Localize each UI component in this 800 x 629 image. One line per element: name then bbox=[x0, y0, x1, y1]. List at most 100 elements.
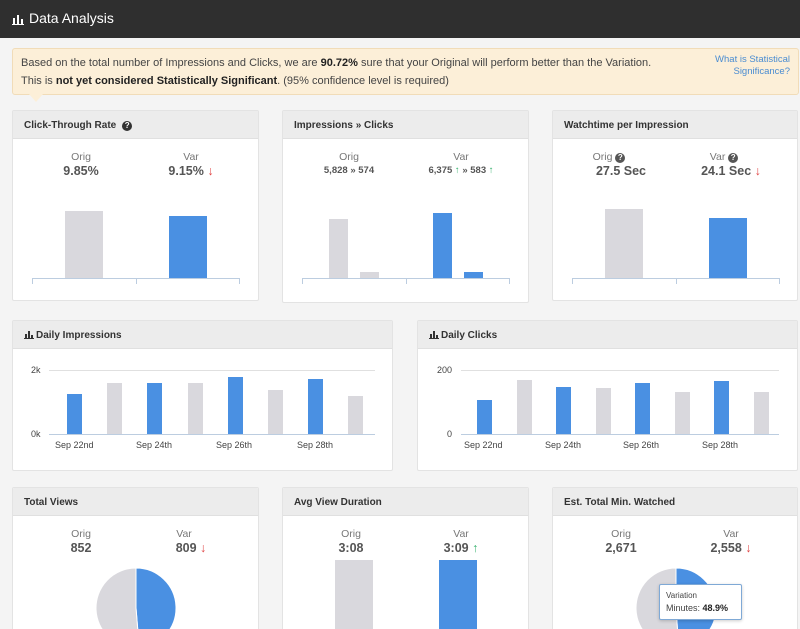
orig-bar bbox=[335, 560, 373, 629]
gridline bbox=[49, 370, 375, 371]
card-title: Total Views bbox=[24, 497, 79, 508]
daily-bar bbox=[227, 377, 243, 434]
bar-chart-icon bbox=[24, 331, 34, 339]
var-impressions-bar bbox=[433, 213, 452, 278]
arrow-down-icon: ↓ bbox=[200, 541, 207, 555]
daily-bar bbox=[516, 380, 532, 434]
alert-text: . (95% confidence level is required) bbox=[277, 75, 449, 87]
alert-pointer bbox=[29, 94, 43, 102]
orig-value: 27.5 Sec bbox=[595, 164, 647, 178]
orig-label: Orig bbox=[611, 528, 631, 540]
y-tick-label: 0 bbox=[447, 429, 453, 439]
card-header: Daily Clicks bbox=[418, 321, 797, 349]
var-impressions-clicks: 6,375 ↑ » 583 ↑ bbox=[406, 165, 516, 176]
x-tick-label: Sep 28th bbox=[297, 440, 334, 450]
var-value: 9.15% ↓ bbox=[136, 164, 246, 178]
tooltip-percent: 48.9% bbox=[702, 603, 729, 613]
daily-bar bbox=[595, 388, 611, 434]
daily-bar bbox=[477, 400, 492, 434]
total-views-pie bbox=[96, 568, 176, 629]
daily-impressions-card: Daily Impressions 2k 0k Sep 22nd Sep 24t… bbox=[12, 320, 393, 471]
var-label-text: Var bbox=[709, 151, 726, 163]
var-label: Var bbox=[723, 528, 739, 540]
var-value: 2,558 ↓ bbox=[676, 541, 786, 555]
daily-bar bbox=[753, 392, 769, 434]
axis-tick bbox=[32, 278, 33, 284]
avg-view-duration-card: Avg View Duration Orig 3:08 Var 3:09 ↑ bbox=[282, 487, 529, 629]
var-value-text: 3:09 bbox=[443, 541, 469, 555]
help-icon[interactable]: ? bbox=[122, 121, 133, 131]
var-bar bbox=[709, 218, 747, 278]
x-axis bbox=[49, 434, 375, 435]
daily-bar bbox=[635, 383, 650, 434]
card-header: Click-Through Rate? bbox=[13, 111, 258, 139]
var-label: Var ? bbox=[684, 151, 764, 163]
card-title: Impressions » Clicks bbox=[294, 120, 394, 131]
arrow-down-icon: ↓ bbox=[207, 164, 214, 178]
ctr-card: Click-Through Rate? Orig 9.85% Var 9.15%… bbox=[12, 110, 259, 301]
statistical-significance-help-link[interactable]: What is Statistical Significance? bbox=[715, 54, 790, 77]
page-title: Data Analysis bbox=[29, 10, 114, 26]
daily-bar bbox=[147, 383, 163, 434]
significance-status: not yet considered Statistically Signifi… bbox=[55, 75, 278, 87]
orig-impressions-clicks: 5,828 » 574 bbox=[294, 165, 404, 176]
arrow-up-icon: ↑ bbox=[472, 541, 479, 555]
card-title: Daily Clicks bbox=[441, 330, 498, 341]
axis-tick bbox=[676, 278, 677, 284]
axis-tick bbox=[509, 278, 510, 284]
axis-tick bbox=[572, 278, 573, 284]
help-icon[interactable]: ? bbox=[615, 153, 626, 163]
orig-label: Orig bbox=[71, 528, 91, 540]
daily-bar bbox=[714, 381, 729, 434]
daily-bar bbox=[187, 383, 203, 434]
daily-bar bbox=[107, 383, 123, 434]
card-title: Watchtime per Impression bbox=[564, 120, 689, 131]
var-value: 24.1 Sec ↓ bbox=[676, 164, 786, 178]
alert-text: sure that your Original will perform bet… bbox=[357, 57, 652, 69]
arrow-down-icon: ↓ bbox=[754, 164, 761, 178]
x-tick-label: Sep 22nd bbox=[464, 440, 503, 450]
x-tick-label: Sep 26th bbox=[623, 440, 660, 450]
var-value: 809 ↓ bbox=[136, 541, 246, 555]
alert-text: Based on the total number of Impressions… bbox=[21, 57, 321, 69]
card-title: Est. Total Min. Watched bbox=[564, 497, 676, 508]
orig-label: Orig ? bbox=[569, 151, 649, 163]
watchtime-card: Watchtime per Impression Orig ? 27.5 Sec… bbox=[552, 110, 798, 301]
axis-tick bbox=[239, 278, 240, 284]
daily-bar bbox=[556, 387, 571, 434]
gridline bbox=[461, 370, 779, 371]
arrow-up-icon: ↑ bbox=[454, 165, 460, 176]
var-clicks-bar bbox=[464, 272, 483, 278]
x-tick-label: Sep 22nd bbox=[55, 440, 94, 450]
help-icon[interactable]: ? bbox=[728, 153, 739, 163]
tooltip-series: Variation bbox=[666, 591, 697, 600]
var-value-text: 2,558 bbox=[710, 541, 742, 555]
tooltip-value: Minutes: 48.9% bbox=[666, 603, 728, 613]
top-bar: Data Analysis bbox=[0, 0, 800, 38]
card-title: Daily Impressions bbox=[36, 330, 122, 341]
orig-value: 3:08 bbox=[338, 541, 364, 555]
bar-chart-icon bbox=[429, 331, 439, 339]
card-header: Watchtime per Impression bbox=[553, 111, 797, 139]
x-tick-label: Sep 28th bbox=[702, 440, 739, 450]
var-value-text: 809 bbox=[175, 541, 197, 555]
impressions-clicks-card: Impressions » Clicks Orig 5,828 » 574 Va… bbox=[282, 110, 529, 303]
orig-clicks-bar bbox=[360, 272, 379, 278]
bar-chart-icon bbox=[12, 15, 24, 25]
y-tick-label: 2k bbox=[31, 365, 41, 375]
var-value: 3:09 ↑ bbox=[406, 541, 516, 555]
arrow-down-icon: ↓ bbox=[745, 541, 752, 555]
orig-value: 2,671 bbox=[605, 541, 637, 555]
arrow-up-icon: ↑ bbox=[488, 165, 494, 176]
pie-slice-orig bbox=[96, 568, 139, 629]
x-tick-label: Sep 26th bbox=[216, 440, 253, 450]
var-value-text: 9.15% bbox=[168, 164, 204, 178]
separator: » bbox=[350, 165, 356, 176]
y-tick-label: 0k bbox=[31, 429, 41, 439]
tooltip-label: Minutes: bbox=[666, 603, 701, 613]
card-header: Total Views bbox=[13, 488, 258, 516]
var-value-text: 24.1 Sec bbox=[701, 164, 752, 178]
x-axis bbox=[461, 434, 779, 435]
var-impressions: 6,375 bbox=[428, 165, 453, 176]
card-title: Click-Through Rate bbox=[24, 120, 117, 131]
